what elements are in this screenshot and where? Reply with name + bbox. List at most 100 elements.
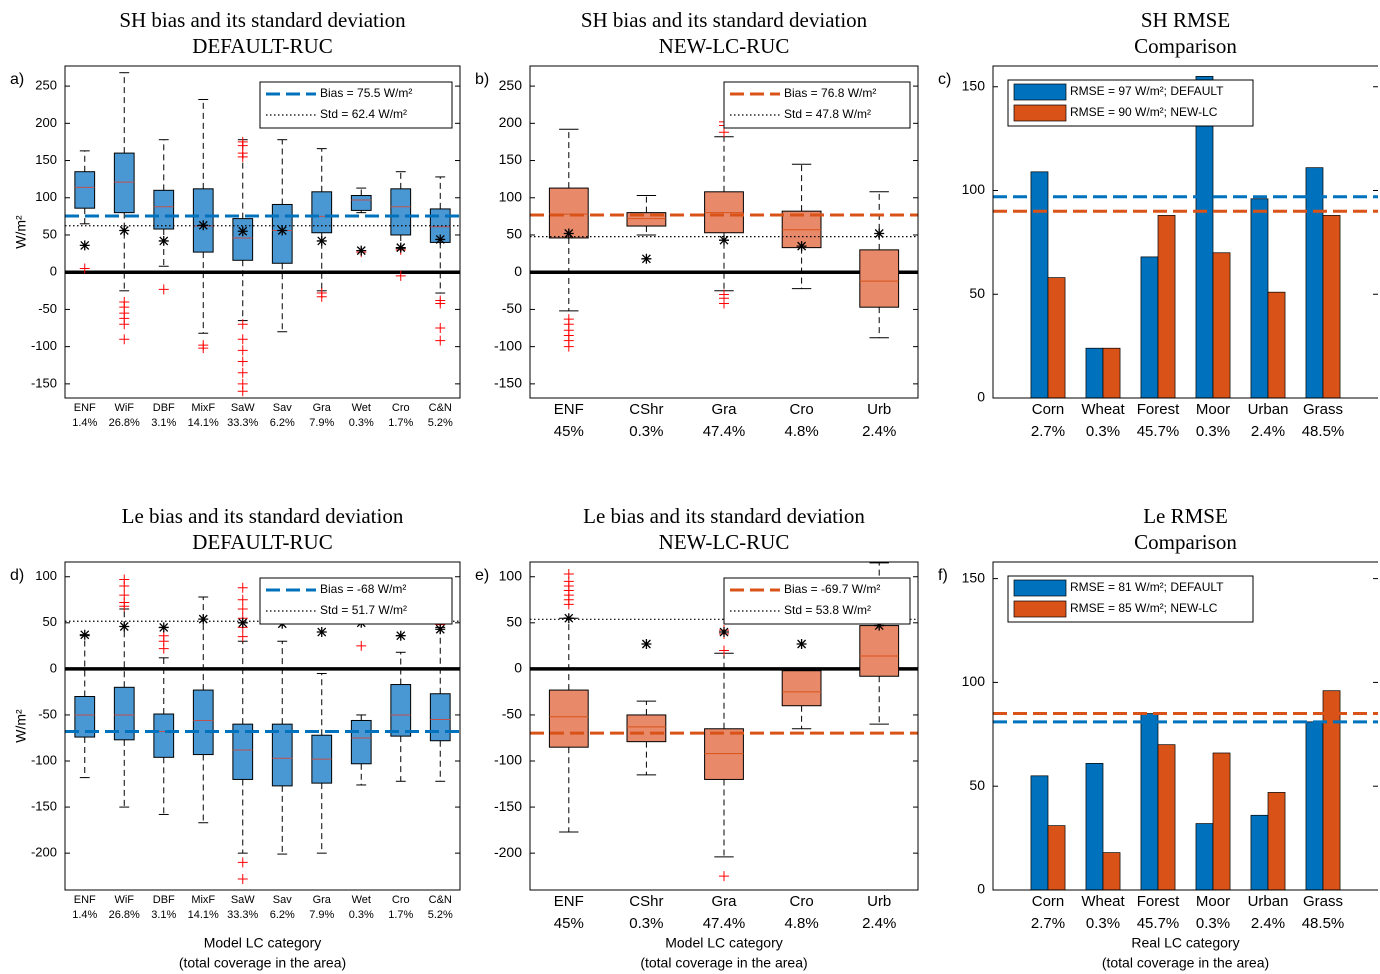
mean-marker [641,253,652,264]
outlier [119,319,130,330]
outlier [237,334,248,345]
y-tick-label: 0 [50,264,57,279]
y-tick-label: -50 [502,300,522,316]
legend-swatch [1013,104,1067,122]
x-coverage-label: 0.3% [1196,915,1230,932]
x-tick-label: Urb [867,401,891,418]
x-tick-label: Corn [1032,893,1065,910]
box [192,689,214,756]
y-tick-label: 0 [50,660,57,675]
y-tick-label: -200 [494,844,522,860]
legend-box [259,577,453,625]
x-coverage-label: 26.8% [109,909,140,921]
box [390,684,412,737]
mean-marker [874,228,885,239]
x-tick-label: Cro [392,402,410,414]
x-tick-label: Grass [1303,893,1343,910]
x-tick-label: SaW [231,894,255,906]
bar [1305,167,1324,399]
y-tick-label: 150 [962,77,986,93]
x-axis-label: (total coverage in the area) [179,955,346,971]
x-coverage-label: 14.1% [188,909,219,921]
x-coverage-label: 2.4% [1251,423,1285,440]
mean-marker [796,241,807,252]
bar [1085,763,1104,891]
mean-marker [237,226,248,237]
outlier [435,298,446,309]
outlier [158,284,169,295]
mean-marker [237,617,248,628]
x-axis-label: Model LC category [665,935,783,951]
legend-label: Std = 47.8 W/m² [784,107,871,121]
panel-title: NEW-LC-RUC [659,530,790,554]
y-tick-label: 100 [35,568,57,583]
x-axis-label: Model LC category [204,935,322,951]
mean-marker [435,234,446,245]
box [153,189,175,230]
x-coverage-label: 45.7% [1137,915,1180,932]
x-coverage-label: 2.7% [1031,915,1065,932]
mean-marker [719,627,729,638]
y-tick-label: 50 [969,777,985,793]
x-coverage-label: 7.9% [309,909,334,921]
box [429,693,451,742]
y-tick-label: 50 [43,226,57,241]
legend-label: RMSE = 90 W/m²; NEW-LC [1070,105,1218,119]
x-tick-label: DBF [153,402,175,414]
x-tick-label: Sav [273,894,292,906]
legend-swatch [1013,600,1067,618]
bar [1250,814,1269,891]
outlier [119,590,130,601]
bar [1267,792,1286,891]
bar [1212,752,1231,891]
bar [1047,277,1066,399]
y-tick-label: -100 [31,338,57,353]
panel-title: SH bias and its standard deviation [119,8,406,32]
bar [1140,713,1159,891]
y-tick-label: -50 [38,706,57,721]
outlier [563,568,574,579]
x-tick-label: Wet [352,402,371,414]
outlier [119,574,130,585]
legend-box [723,81,911,129]
mean-marker [796,639,807,649]
x-tick-label: Urban [1248,401,1289,418]
y-tick-label: 0 [514,660,522,676]
axes-frame [529,561,919,891]
outlier [395,270,406,281]
x-coverage-label: 0.3% [349,417,374,429]
box [74,696,96,738]
x-axis-label: Real LC category [1131,935,1239,951]
y-tick-label: -150 [494,798,522,814]
x-coverage-label: 0.3% [349,909,374,921]
box [74,171,96,209]
outlier [237,356,248,367]
bar [1102,347,1121,399]
legend-label: Std = 62.4 W/m² [320,107,407,121]
panel-title: DEFAULT-RUC [192,530,332,554]
x-coverage-label: 1.4% [72,909,97,921]
box [232,218,254,261]
x-axis-label: (total coverage in the area) [640,955,807,971]
x-coverage-label: 2.4% [862,423,896,440]
x-tick-label: C&N [429,894,452,906]
legend-label: Bias = -69.7 W/m² [784,582,880,596]
panel-label: e) [475,567,489,584]
box [232,723,254,780]
x-coverage-label: 4.8% [784,423,818,440]
x-coverage-label: 26.8% [109,417,140,429]
bar [1030,171,1049,399]
x-coverage-label: 5.2% [428,909,453,921]
x-tick-label: CShr [629,401,663,418]
x-coverage-label: 0.3% [629,915,663,932]
mean-marker [395,630,406,641]
box [626,714,667,743]
y-tick-label: 100 [499,567,523,583]
outlier [237,582,248,593]
x-coverage-label: 6.2% [270,417,295,429]
outlier [356,640,367,651]
mean-marker [563,228,574,239]
y-tick-label: -100 [494,337,522,353]
